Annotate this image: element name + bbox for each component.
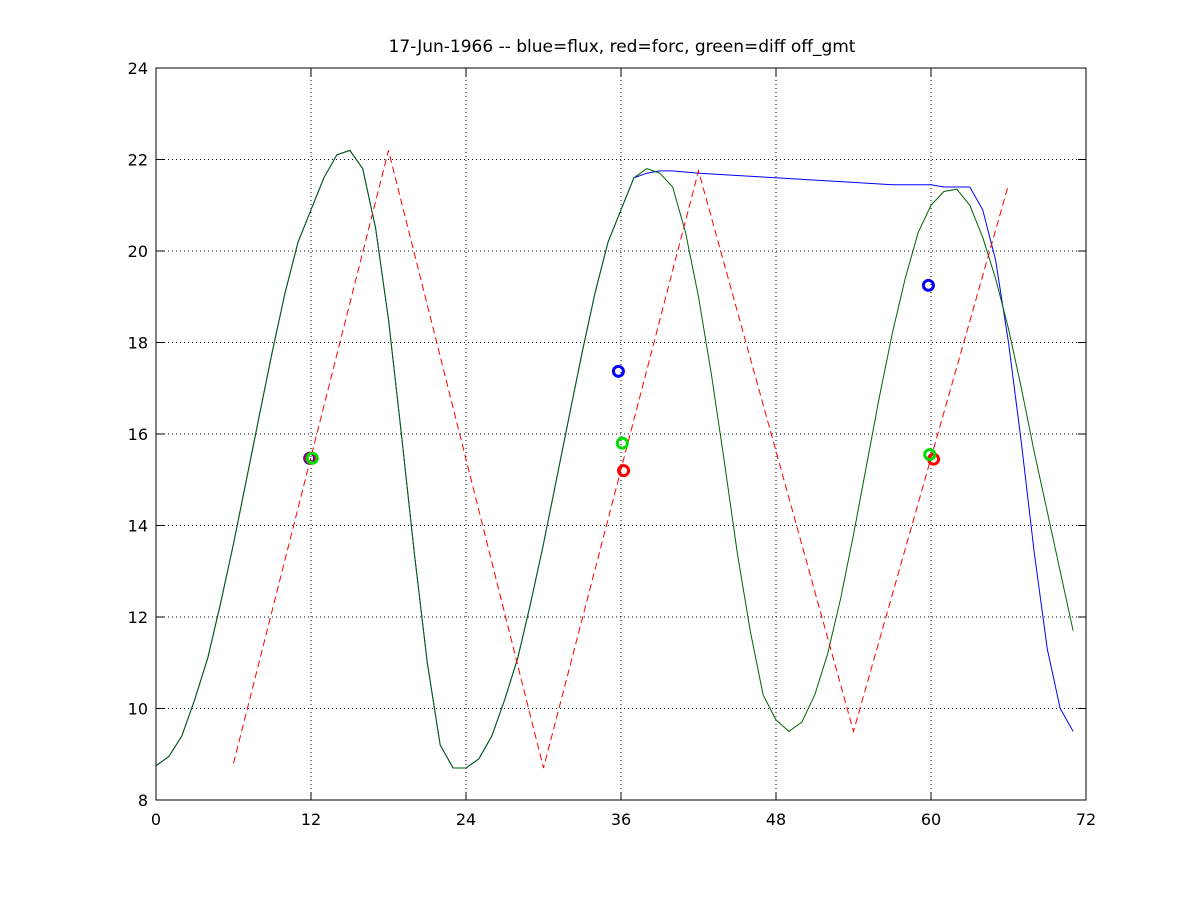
x-tick-label: 24 — [456, 810, 476, 829]
axes-box — [155, 67, 1087, 801]
x-tick-label: 60 — [921, 810, 941, 829]
marker-circle-5 — [615, 436, 629, 450]
y-tick-label: 8 — [138, 791, 148, 810]
y-tick-label: 24 — [128, 59, 148, 78]
grid-lines — [156, 68, 1086, 800]
y-tick-label: 20 — [128, 242, 148, 261]
data-markers — [303, 278, 941, 478]
y-tick-label: 22 — [128, 151, 148, 170]
y-tick-label: 16 — [128, 425, 148, 444]
marker-circle-3 — [611, 364, 625, 378]
x-tick-label: 36 — [611, 810, 631, 829]
series-line-2 — [233, 150, 1009, 769]
x-tick-label: 0 — [151, 810, 161, 829]
x-tick-label: 48 — [766, 810, 786, 829]
marker-circle-4 — [617, 464, 631, 478]
marker-circle-8 — [923, 448, 937, 462]
x-tick-label: 72 — [1076, 810, 1096, 829]
y-tick-label: 18 — [128, 334, 148, 353]
y-tick-label: 14 — [128, 517, 148, 536]
y-tick-label: 12 — [128, 608, 148, 627]
y-tick-label: 10 — [128, 700, 148, 719]
x-tick-label: 12 — [301, 810, 321, 829]
axes: 0 12 24 36 48 60 72 8 10 12 14 16 18 20 22 24 — [128, 59, 1097, 829]
marker-circle-6 — [921, 278, 935, 292]
marker-circle-2 — [305, 451, 319, 465]
chart-title: 17-Jun-1966 -- blue=flux, red=forc, gree… — [389, 37, 856, 57]
series-lines — [155, 149, 1074, 769]
series-line-1 — [155, 149, 1074, 769]
